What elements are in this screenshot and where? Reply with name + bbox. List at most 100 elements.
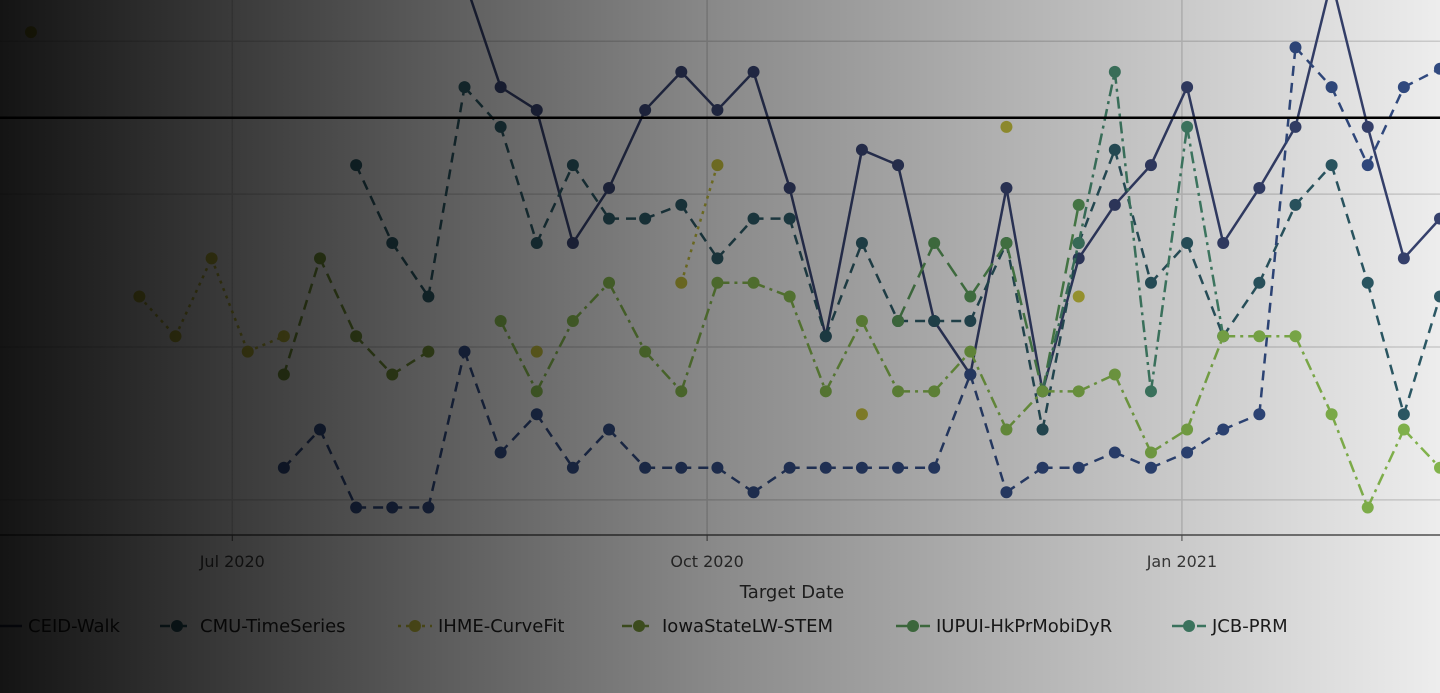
data-point: [241, 345, 254, 358]
data-point: [1325, 159, 1338, 172]
data-point: [928, 237, 941, 250]
legend-marker: [171, 620, 183, 632]
data-point: [566, 315, 579, 327]
data-point: [603, 276, 616, 289]
data-point: [783, 212, 796, 225]
data-point: [350, 501, 363, 514]
data-point: [1217, 237, 1230, 250]
data-point: [494, 81, 507, 94]
data-point: [747, 65, 760, 78]
legend-item: CMU-TimeSeries: [160, 616, 346, 637]
legend-marker: [633, 620, 645, 632]
data-point: [1361, 276, 1374, 289]
data-point: [855, 143, 868, 156]
data-point: [494, 315, 507, 327]
data-point: [1361, 501, 1374, 514]
data-point: [1036, 423, 1049, 436]
data-point: [1253, 330, 1266, 343]
data-point: [747, 212, 760, 225]
data-point: [928, 315, 941, 327]
data-point: [783, 290, 796, 303]
data-point: [1144, 385, 1157, 398]
data-point: [24, 26, 37, 39]
data-point: [1144, 461, 1157, 474]
data-point: [277, 330, 290, 343]
data-point: [964, 290, 977, 303]
data-point: [350, 159, 363, 172]
data-point: [1361, 159, 1374, 172]
data-point: [1397, 423, 1410, 436]
data-point: [1108, 198, 1121, 211]
x-axis-ticks: Jul 2020 Oct 2020 Jan 2021: [199, 535, 1217, 571]
data-point: [458, 81, 471, 94]
data-point: [1181, 237, 1194, 250]
data-point: [1000, 237, 1013, 250]
data-point: [711, 276, 724, 289]
data-point: [1361, 120, 1374, 133]
legend-marker: [1183, 620, 1195, 632]
data-point: [1072, 198, 1085, 211]
x-tick-label: Jan 2021: [1146, 552, 1217, 571]
data-point: [1253, 276, 1266, 289]
data-point: [892, 315, 905, 327]
data-point: [530, 345, 543, 358]
legend-label: IHME-CurveFit: [438, 616, 564, 637]
legend-item: IHME-CurveFit: [398, 616, 564, 637]
data-point: [386, 368, 399, 381]
data-point: [675, 198, 688, 211]
data-point: [494, 446, 507, 459]
legend-label: IUPUI-HkPrMobiDyR: [936, 616, 1112, 637]
data-point: [892, 461, 905, 474]
data-point: [1181, 120, 1194, 133]
data-point: [530, 385, 543, 398]
data-point: [711, 252, 724, 265]
data-point: [892, 159, 905, 172]
legend-label: IowaStateLW-STEM: [662, 616, 833, 637]
data-point: [566, 461, 579, 474]
data-point: [1072, 290, 1085, 303]
data-point: [1289, 120, 1302, 133]
data-point: [783, 461, 796, 474]
data-point: [711, 461, 724, 474]
data-point: [1036, 385, 1049, 398]
data-point: [386, 237, 399, 250]
data-point: [277, 368, 290, 381]
data-point: [1144, 446, 1157, 459]
data-point: [530, 237, 543, 250]
data-point: [1108, 143, 1121, 156]
data-point: [855, 315, 868, 327]
data-point: [1181, 423, 1194, 436]
data-point: [133, 290, 146, 303]
data-point: [1253, 182, 1266, 195]
data-point: [855, 408, 868, 421]
data-point: [1108, 446, 1121, 459]
data-point: [169, 330, 182, 343]
data-point: [1144, 159, 1157, 172]
data-point: [1397, 252, 1410, 265]
data-point: [422, 501, 435, 514]
x-axis-title: Target Date: [739, 582, 844, 603]
data-point: [566, 159, 579, 172]
data-point: [747, 276, 760, 289]
data-point: [1181, 446, 1194, 459]
x-tick-label: Oct 2020: [670, 552, 743, 571]
data-point: [603, 212, 616, 225]
data-point: [711, 104, 724, 117]
data-point: [422, 345, 435, 358]
data-point: [1072, 461, 1085, 474]
data-point: [1289, 198, 1302, 211]
data-point: [964, 315, 977, 327]
data-point: [639, 461, 652, 474]
data-point: [603, 182, 616, 195]
data-point: [1108, 368, 1121, 381]
data-point: [819, 330, 832, 343]
data-point: [819, 385, 832, 398]
data-point: [964, 368, 977, 381]
data-point: [747, 486, 760, 499]
data-point: [675, 385, 688, 398]
data-point: [1144, 276, 1157, 289]
data-point: [314, 252, 326, 265]
data-point: [1108, 65, 1121, 78]
legend-item: JCB-PRM: [1172, 616, 1288, 637]
data-point: [494, 120, 507, 133]
